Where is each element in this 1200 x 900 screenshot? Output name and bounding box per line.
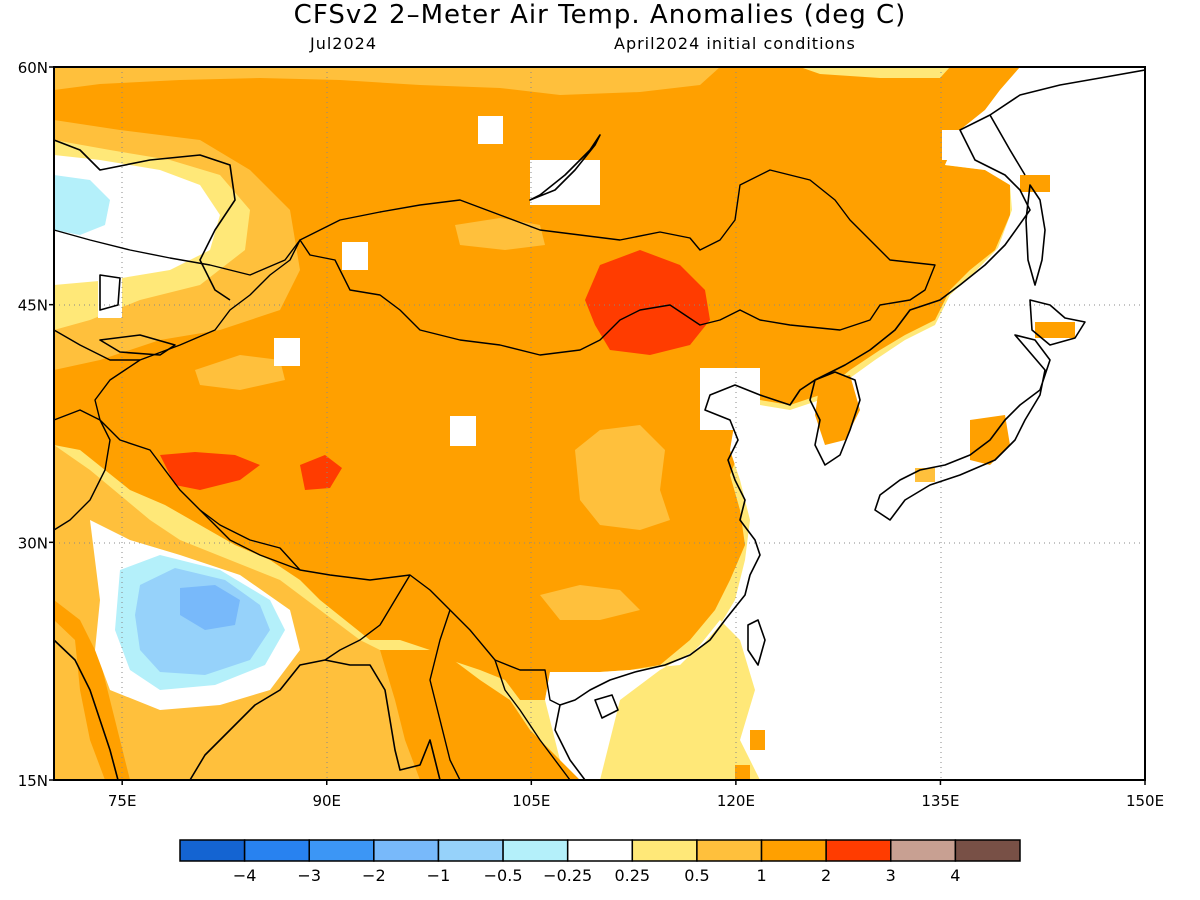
colorbar-swatch bbox=[890, 839, 957, 862]
coast-japan bbox=[874, 334, 1051, 521]
lon-tick-label: 75E bbox=[108, 792, 137, 810]
coast-korea bbox=[809, 371, 861, 466]
borders bbox=[53, 169, 936, 781]
colorbar-swatch bbox=[696, 839, 763, 862]
field-neg-1 bbox=[180, 585, 240, 630]
coast-sakhalin bbox=[1025, 184, 1046, 286]
coast-okhotsk bbox=[989, 114, 1026, 176]
initial-conditions: April2024 initial conditions bbox=[614, 34, 856, 53]
colorbar-label: −4 bbox=[233, 866, 257, 885]
lat-ticks: 60N 45N 30N 15N bbox=[18, 59, 54, 790]
arctic-mask bbox=[942, 130, 970, 160]
colorbar-label: −1 bbox=[427, 866, 451, 885]
coast-baikal bbox=[529, 134, 601, 201]
field-india-west-0_5 bbox=[54, 620, 105, 780]
colorbar-swatch bbox=[502, 839, 569, 862]
border-laos bbox=[494, 659, 571, 781]
colorbar-swatch bbox=[179, 839, 246, 862]
field-2to3-tibet-west bbox=[160, 452, 260, 490]
border-pak-afg bbox=[53, 409, 111, 531]
colorbar-swatch bbox=[954, 839, 1021, 862]
lon-tick-label: 105E bbox=[512, 792, 550, 810]
colorbar-swatch bbox=[308, 839, 375, 862]
colorbar-label: 2 bbox=[821, 866, 831, 885]
lake-mask-1 bbox=[478, 116, 503, 144]
anomaly-fields bbox=[54, 67, 1145, 780]
field-kyushu bbox=[915, 468, 935, 482]
lake-mask-2 bbox=[342, 242, 368, 270]
border-russia-north bbox=[53, 229, 301, 276]
field-xinjiang-0_5 bbox=[195, 355, 285, 390]
lake-mask-4 bbox=[450, 416, 476, 446]
field-kaz-neg bbox=[54, 175, 110, 235]
coast-caspian bbox=[53, 139, 236, 301]
colorbar: −4 −3 −2 −1 −0.5 −0.25 0.25 0.5 1 2 3 4 bbox=[179, 839, 1021, 885]
field-sakhalin bbox=[1020, 175, 1050, 192]
coast-taiwan bbox=[747, 619, 766, 666]
field-1to2-main bbox=[54, 67, 1020, 700]
colorbar-label: 0.5 bbox=[684, 866, 709, 885]
field-2to3-tibet-east bbox=[300, 455, 342, 490]
colorbar-swatch bbox=[760, 839, 827, 862]
colorbar-label: 1 bbox=[756, 866, 766, 885]
colorbar-swatch bbox=[825, 839, 892, 862]
colorbar-label: 4 bbox=[950, 866, 960, 885]
colorbar-label: 3 bbox=[886, 866, 896, 885]
lon-tick-label: 135E bbox=[921, 792, 959, 810]
colorbar-label: −3 bbox=[297, 866, 321, 885]
colorbar-swatch bbox=[437, 839, 504, 862]
border-mongolia bbox=[299, 169, 936, 356]
field-korea bbox=[815, 375, 860, 445]
lon-tick-label: 90E bbox=[312, 792, 341, 810]
forecast-month: Jul2024 bbox=[310, 34, 378, 53]
lat-tick-label: 60N bbox=[18, 59, 48, 77]
field-arctic-0_25 bbox=[800, 67, 950, 78]
map-frame bbox=[53, 66, 1146, 781]
field-sichuan-0_5 bbox=[575, 425, 670, 530]
field-yunnan-0_5 bbox=[540, 585, 640, 620]
coastlines bbox=[53, 69, 1146, 781]
lat-tick-label: 45N bbox=[18, 297, 48, 315]
coast-hokkaido bbox=[1029, 299, 1086, 346]
colorbar-swatch bbox=[243, 839, 310, 862]
colorbar-swatch bbox=[566, 839, 634, 862]
coast-bay-of-bengal bbox=[189, 659, 441, 781]
border-tibet-nepal bbox=[199, 509, 301, 571]
lake-mask-3 bbox=[274, 338, 300, 366]
colorbar-label: −0.5 bbox=[484, 866, 523, 885]
field-2to3-mongolia bbox=[585, 250, 710, 355]
field-north-0_5 bbox=[54, 67, 720, 95]
coast-hainan bbox=[594, 694, 619, 719]
chart-title: CFSv2 2–Meter Air Temp. Anomalies (deg C… bbox=[293, 0, 907, 30]
colorbar-swatch bbox=[631, 839, 698, 862]
field-taiwan bbox=[750, 730, 765, 750]
lon-tick-label: 120E bbox=[717, 792, 755, 810]
lon-ticks: 75E 90E 105E 120E 135E 150E bbox=[108, 780, 1164, 810]
border-kaz-south bbox=[53, 329, 140, 361]
lat-tick-label: 30N bbox=[18, 534, 48, 552]
gridlines bbox=[54, 67, 1145, 780]
field-mongolia-0_5 bbox=[455, 218, 545, 250]
colorbar-label: 0.25 bbox=[614, 866, 650, 885]
lat-tick-label: 15N bbox=[18, 772, 48, 790]
colorbar-label: −0.25 bbox=[543, 866, 592, 885]
colorbar-swatch bbox=[373, 839, 440, 862]
lon-tick-label: 150E bbox=[1126, 792, 1164, 810]
coast-china-east bbox=[554, 69, 1146, 781]
field-luzon bbox=[735, 765, 750, 780]
border-indochina bbox=[429, 609, 461, 781]
coast-aral bbox=[99, 274, 121, 311]
border-china-west bbox=[94, 239, 561, 706]
coast-india bbox=[53, 639, 119, 781]
field-hokkaido bbox=[1035, 322, 1075, 338]
border-china-south bbox=[324, 574, 411, 661]
colorbar-label: −2 bbox=[362, 866, 386, 885]
lake-baikal-mask bbox=[530, 160, 600, 205]
